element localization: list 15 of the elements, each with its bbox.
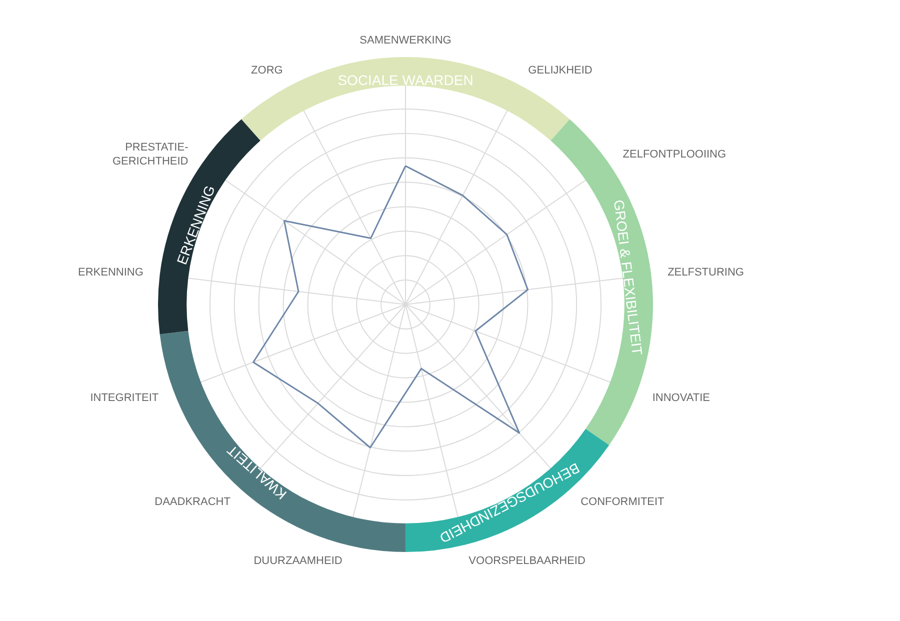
spoke-label: GELIJKHEID (528, 64, 592, 77)
spoke-label: ZELFSTURING (668, 266, 744, 279)
slice-label: GROEI & FLEXIBILITEIT (610, 198, 646, 356)
spoke-label: INTEGRITEIT (90, 392, 159, 404)
slice-label: SOCIALE WAARDEN (338, 72, 474, 88)
spoke-label: DAADKRACHT (154, 496, 231, 508)
spoke-label: VOORSPELBAARHEID (468, 554, 586, 567)
spoke-label: ZELFONTPLOOIING (622, 148, 726, 161)
spoke-label: SAMENWERKING (360, 34, 452, 46)
spoke-label: DUURZAAMHEID (254, 554, 342, 567)
spoke-label: ZORG (251, 64, 283, 77)
spoke-label: PRESTATIE- GERICHTHEID (112, 141, 189, 168)
spoke-label: CONFORMITEIT (580, 496, 665, 508)
spoke-label: ERKENNING (78, 266, 144, 279)
spoke-label: INNOVATIE (652, 392, 710, 404)
